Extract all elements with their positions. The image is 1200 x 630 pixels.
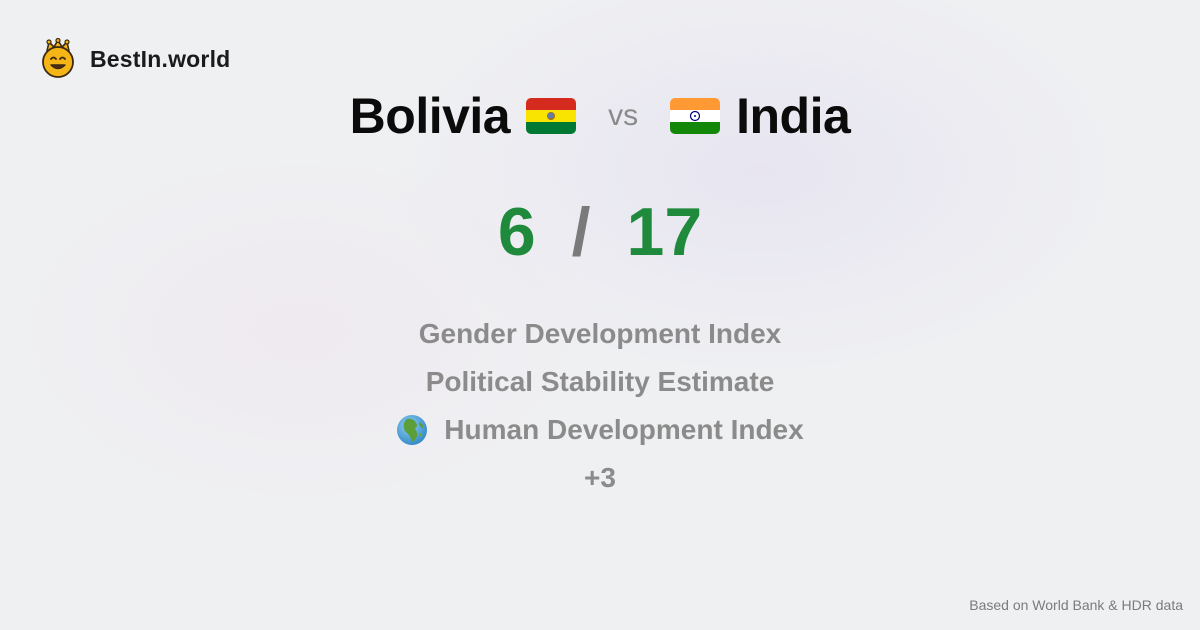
- score-separator: /: [571, 194, 591, 270]
- comparison-title: Bolivia vs India: [0, 84, 1200, 148]
- metric-item: Gender Development Index: [419, 310, 782, 358]
- brand-logo[interactable]: BestIn.world: [40, 38, 230, 78]
- india-flag-icon: [670, 98, 721, 134]
- more-count-label: +3: [584, 462, 616, 493]
- more-metrics-count: +3: [584, 454, 616, 502]
- right-score: 17: [626, 194, 703, 270]
- left-score: 6: [497, 194, 536, 270]
- score-display: 6 / 17: [0, 190, 1200, 274]
- globe-africa-icon: [397, 415, 428, 445]
- metric-item: Human Development Index: [396, 406, 804, 454]
- left-country-name: Bolivia: [349, 88, 511, 144]
- metric-label: Political Stability Estimate: [425, 366, 775, 397]
- crowned-smiley-icon: [42, 38, 74, 78]
- data-source-note: Based on World Bank & HDR data: [969, 597, 1183, 613]
- bolivia-flag-icon: [526, 98, 577, 134]
- right-country-name: India: [736, 88, 851, 144]
- metric-list: Gender Development Index Political Stabi…: [0, 310, 1200, 502]
- brand-name: BestIn.world: [90, 46, 231, 72]
- metric-item: Political Stability Estimate: [426, 358, 775, 406]
- metric-label: Gender Development Index: [418, 318, 782, 349]
- metric-label: Human Development Index: [444, 414, 804, 445]
- vs-label: vs: [608, 99, 639, 132]
